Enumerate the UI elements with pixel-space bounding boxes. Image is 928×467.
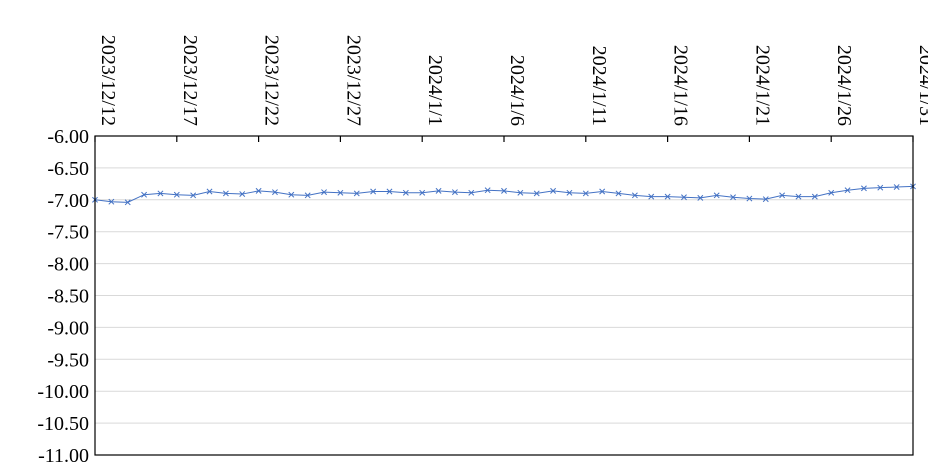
x-tick-label: 2023/12/22	[261, 35, 283, 126]
x-axis-ticks	[94, 136, 914, 142]
data-point	[811, 193, 818, 200]
data-point	[402, 189, 409, 196]
data-point	[762, 196, 769, 203]
x-tick-label: 2024/1/11	[588, 46, 610, 126]
data-point	[157, 190, 164, 197]
data-point	[190, 192, 197, 199]
x-tick-label: 2024/1/6	[506, 55, 528, 126]
data-point	[321, 189, 327, 196]
data-point	[860, 185, 867, 192]
data-point	[582, 190, 589, 197]
data-point	[353, 190, 360, 197]
data-point	[108, 198, 115, 205]
x-axis-labels: 2023/12/12 2023/12/17 2023/12/22 2023/12/27…	[97, 35, 928, 126]
data-point	[517, 189, 524, 196]
x-tick-label: 2024/1/21	[751, 45, 773, 126]
data-point	[631, 192, 638, 199]
data-point	[386, 188, 393, 195]
data-point	[173, 191, 180, 198]
data-point	[206, 188, 213, 195]
data-point	[239, 191, 246, 198]
series-layer	[92, 183, 916, 206]
y-tick-label: -7.50	[47, 222, 89, 244]
data-point	[484, 187, 491, 194]
data-point	[795, 193, 802, 200]
y-tick-label: -11.00	[38, 445, 89, 467]
data-point	[746, 195, 753, 202]
x-tick-label: 2024/1/31	[915, 45, 928, 126]
data-point	[272, 189, 278, 196]
data-point	[664, 193, 671, 200]
data-point	[435, 187, 442, 194]
data-point	[599, 188, 606, 195]
data-point	[844, 187, 851, 194]
data-point	[648, 193, 655, 200]
y-axis-labels: -6.00 -6.50 -7.00 -7.50 -8.00 -8.50 -9.00 -9.50…	[37, 126, 89, 467]
data-point	[730, 194, 736, 201]
data-point	[566, 189, 573, 196]
data-point	[893, 184, 900, 190]
data-point	[222, 190, 229, 197]
data-point	[468, 189, 475, 196]
x-tick-label: 2024/1/16	[670, 45, 692, 126]
data-point	[304, 192, 311, 199]
data-point	[337, 189, 344, 196]
data-point	[877, 184, 884, 191]
y-tick-label: -8.00	[47, 254, 89, 276]
data-point	[501, 187, 507, 194]
x-tick-label: 2024/1/1	[424, 55, 446, 126]
x-tick-label: 2023/12/17	[179, 35, 201, 126]
data-point	[370, 188, 377, 195]
data-point	[713, 192, 720, 199]
x-tick-label: 2023/12/12	[97, 35, 119, 126]
data-point	[533, 190, 540, 197]
x-tick-label: 2023/12/27	[342, 35, 364, 126]
data-point	[451, 189, 458, 196]
y-tick-label: -9.50	[47, 349, 89, 371]
data-point	[141, 191, 148, 198]
data-point	[681, 194, 687, 201]
y-tick-label: -7.00	[47, 190, 89, 212]
y-tick-label: -9.00	[47, 317, 89, 339]
data-point	[255, 187, 262, 194]
data-point	[697, 194, 704, 201]
data-point	[779, 192, 786, 199]
y-tick-label: -10.00	[37, 381, 89, 403]
data-point	[124, 199, 131, 206]
gridlines	[95, 135, 913, 456]
x-tick-label: 2024/1/26	[833, 45, 855, 126]
y-tick-label: -8.50	[47, 286, 89, 308]
data-point	[550, 187, 557, 194]
data-point	[288, 191, 295, 198]
y-tick-label: -6.50	[47, 158, 89, 180]
y-tick-label: -6.00	[47, 126, 89, 148]
data-point	[419, 189, 426, 196]
data-point	[828, 189, 835, 196]
y-tick-label: -10.50	[37, 413, 89, 435]
data-point	[615, 190, 622, 197]
